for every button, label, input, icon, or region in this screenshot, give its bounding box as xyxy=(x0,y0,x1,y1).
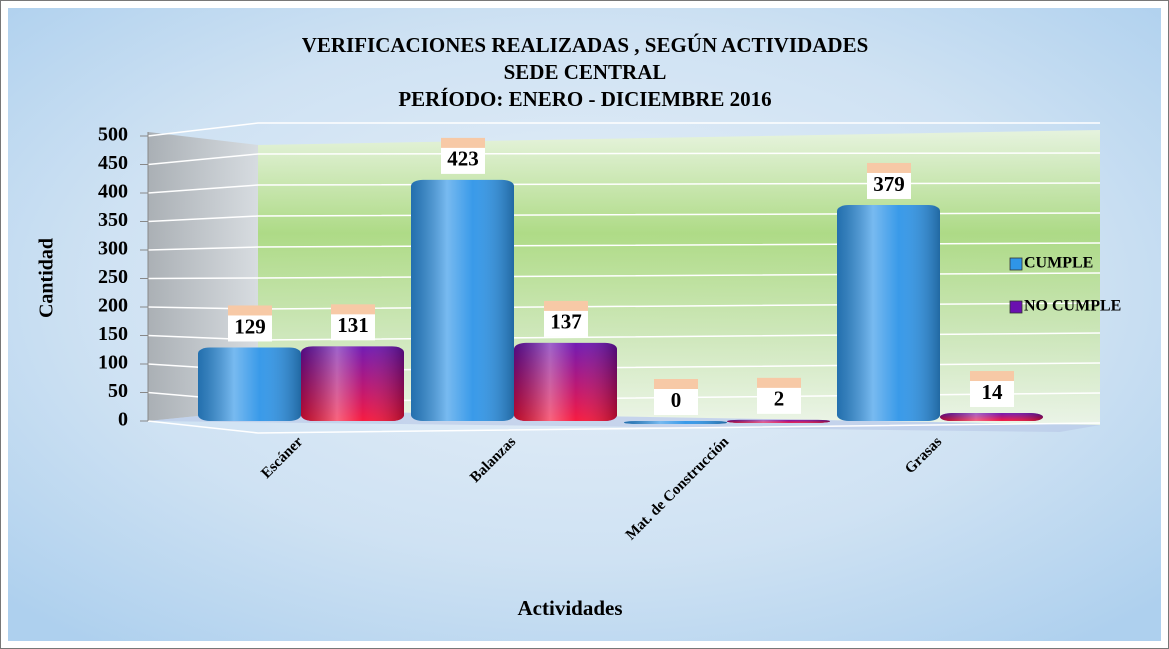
y-tick-label: 450 xyxy=(98,152,128,174)
label-box xyxy=(441,147,485,174)
grid-line xyxy=(147,212,1101,223)
label-box-top xyxy=(867,162,911,175)
chart-title: PERÍODO: ENERO - DICIEMBRE 2016 xyxy=(398,87,771,111)
chart-title: SEDE CENTRAL xyxy=(504,60,667,84)
label-box xyxy=(331,314,375,341)
chart-title: VERIFICACIONES REALIZADAS , SEGÚN ACTIVI… xyxy=(302,33,869,57)
y-tick-label: 500 xyxy=(98,124,128,146)
data-label: 131 xyxy=(337,313,369,337)
label-box xyxy=(867,172,911,199)
data-label: 423 xyxy=(447,147,479,171)
bar-shine xyxy=(837,204,940,421)
label-box-top xyxy=(441,137,485,150)
bar-shine xyxy=(411,179,514,421)
legend-label: CUMPLE xyxy=(1024,255,1093,272)
x-axis-label: Actividades xyxy=(518,596,623,620)
y-tick-label: 100 xyxy=(98,352,128,374)
label-box-top xyxy=(757,377,801,390)
y-tick-label: 300 xyxy=(98,238,128,260)
y-tick-label: 50 xyxy=(108,380,128,402)
label-box xyxy=(654,389,698,415)
label-box xyxy=(544,310,588,337)
grid-line xyxy=(147,122,1100,137)
grid-line xyxy=(147,420,1101,434)
data-label: 0 xyxy=(671,388,682,412)
bar-shine xyxy=(198,347,301,421)
y-tick-label: 150 xyxy=(98,323,128,345)
bar-shine xyxy=(301,346,404,421)
y-tick-label: 350 xyxy=(98,209,128,231)
label-box-top xyxy=(228,305,272,318)
y-tick-label: 0 xyxy=(118,409,128,431)
bar-shine xyxy=(727,419,830,423)
data-label: 379 xyxy=(873,172,905,196)
legend-label: NO CUMPLE xyxy=(1024,298,1121,315)
bar-shine xyxy=(514,342,617,421)
label-box xyxy=(970,381,1014,408)
grid-line xyxy=(147,242,1101,251)
label-box xyxy=(228,315,272,342)
data-label: 14 xyxy=(982,380,1004,404)
grid-line xyxy=(147,182,1101,194)
y-tick-label: 250 xyxy=(98,266,128,288)
label-box-top xyxy=(654,379,698,391)
legend-swatch xyxy=(1009,257,1023,271)
label-box-top xyxy=(970,371,1014,384)
grid-line xyxy=(147,152,1101,166)
label-box-top xyxy=(331,304,375,317)
bar-shine xyxy=(940,413,1043,421)
grid-line xyxy=(147,272,1101,280)
y-tick-label: 400 xyxy=(98,181,128,203)
y-axis-label: Cantidad xyxy=(36,238,58,318)
label-box-top xyxy=(544,300,588,313)
data-label: 137 xyxy=(550,310,582,334)
data-label: 129 xyxy=(234,314,266,338)
legend-swatch xyxy=(1009,300,1023,314)
y-tick-label: 200 xyxy=(98,295,128,317)
label-box xyxy=(757,387,801,414)
data-label: 2 xyxy=(774,387,785,411)
bar-shine xyxy=(624,421,727,424)
